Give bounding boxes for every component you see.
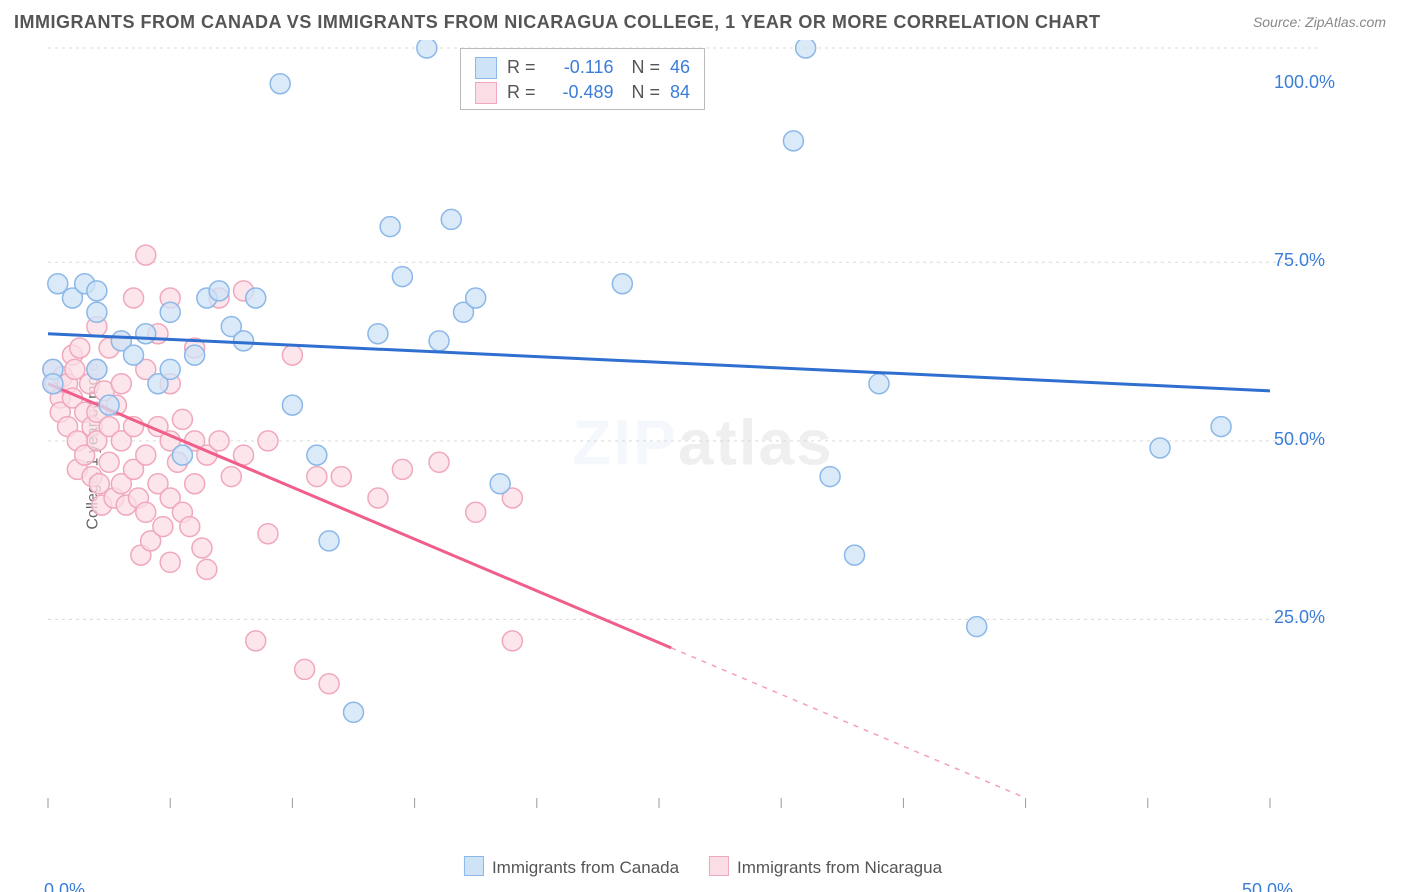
legend-label: Immigrants from Canada xyxy=(492,858,679,877)
legend-swatch xyxy=(475,57,497,79)
source-attribution: Source: ZipAtlas.com xyxy=(1253,14,1386,30)
y-tick-label: 25.0% xyxy=(1274,607,1325,628)
r-value: -0.489 xyxy=(546,80,614,105)
legend-swatch xyxy=(475,82,497,104)
legend-item: Immigrants from Nicaragua xyxy=(709,856,942,878)
correlation-legend: R = -0.116 N = 46 R = -0.489 N = 84 xyxy=(460,48,705,110)
series-legend: Immigrants from Canada Immigrants from Ni… xyxy=(464,856,942,878)
legend-swatch xyxy=(709,856,729,876)
chart-title: IMMIGRANTS FROM CANADA VS IMMIGRANTS FRO… xyxy=(14,12,1100,33)
r-label: R = xyxy=(507,80,536,105)
n-value: 46 xyxy=(670,55,690,80)
legend-swatch xyxy=(464,856,484,876)
correlation-row: R = -0.116 N = 46 xyxy=(475,55,690,80)
y-tick-label: 75.0% xyxy=(1274,250,1325,271)
n-value: 84 xyxy=(670,80,690,105)
r-value: -0.116 xyxy=(546,55,614,80)
r-label: R = xyxy=(507,55,536,80)
x-min-label: 0.0% xyxy=(44,880,85,892)
legend-item: Immigrants from Canada xyxy=(464,856,679,878)
correlation-row: R = -0.489 N = 84 xyxy=(475,80,690,105)
n-label: N = xyxy=(632,80,661,105)
y-tick-label: 50.0% xyxy=(1274,429,1325,450)
x-max-label: 50.0% xyxy=(1242,880,1293,892)
legend-label: Immigrants from Nicaragua xyxy=(737,858,942,877)
y-tick-label: 100.0% xyxy=(1274,72,1335,93)
scatter-plot xyxy=(40,40,1330,830)
source-link[interactable]: ZipAtlas.com xyxy=(1305,14,1386,30)
source-prefix: Source: xyxy=(1253,14,1305,30)
n-label: N = xyxy=(632,55,661,80)
